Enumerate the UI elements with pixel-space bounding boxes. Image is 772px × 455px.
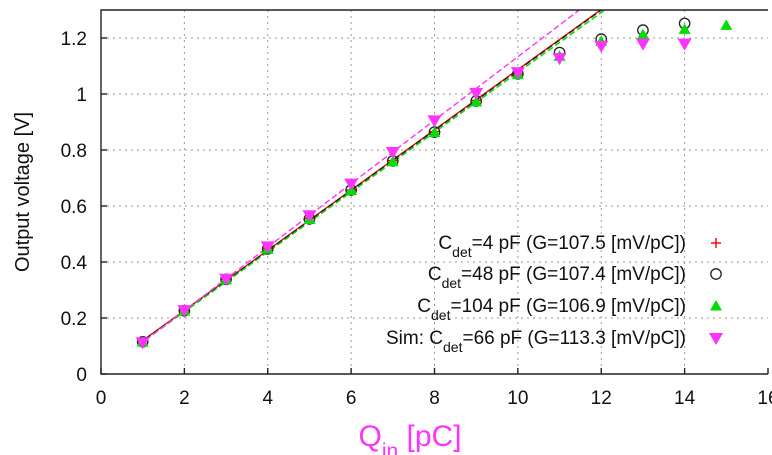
point-s104 <box>636 28 649 40</box>
legend-marker-sim <box>709 333 723 345</box>
plot-frame <box>100 9 768 375</box>
point-sim <box>469 87 484 100</box>
y-tick-label: 0.8 <box>61 141 87 162</box>
x-tick-label: 14 <box>674 388 696 409</box>
fit-line-s4 <box>138 10 602 345</box>
point-sim <box>427 115 442 128</box>
x-tick-label: 8 <box>429 388 440 409</box>
point-sim <box>135 337 150 350</box>
point-sim <box>385 146 400 159</box>
y-tick-label: 0.4 <box>61 253 88 274</box>
point-sim <box>219 273 234 286</box>
y-tick-label: 1 <box>76 85 87 106</box>
y-tick-label: 0.6 <box>61 197 87 218</box>
x-tick-label: 4 <box>262 388 273 409</box>
point-sim <box>552 53 567 66</box>
x-tick-label: 0 <box>96 388 107 409</box>
y-tick-label: 0 <box>76 365 87 386</box>
x-axis-label: Qin [pC] <box>358 420 461 455</box>
fit-line-sim <box>138 10 581 347</box>
point-sim <box>344 178 359 191</box>
data-points <box>135 17 733 350</box>
x-tick-label: 10 <box>507 388 528 409</box>
point-sim <box>677 38 692 51</box>
legend-entry-s48: Cdet=48 pF (G=107.4 [mV/pC]) <box>428 264 686 291</box>
y-axis-label: Output voltage [V] <box>12 112 34 272</box>
point-s104 <box>470 95 483 107</box>
fit-line-s48 <box>138 10 603 345</box>
x-tick-label: 6 <box>346 388 357 409</box>
legend: Cdet=4 pF (G=107.5 [mV/pC]) Cdet=48 pF (G… <box>386 233 723 355</box>
x-tick-label: 12 <box>591 388 612 409</box>
point-sim <box>302 210 317 223</box>
legend-entry-s104: Cdet=104 pF (G=106.9 [mV/pC]) <box>417 296 686 323</box>
legend-marker-s4 <box>711 238 721 248</box>
point-sim <box>594 40 609 53</box>
point-sim <box>510 67 525 80</box>
point-sim <box>177 305 192 318</box>
y-tick-label: 0.2 <box>61 309 87 330</box>
fit-line-s104 <box>138 10 607 346</box>
point-sim <box>635 38 650 51</box>
fit-lines <box>138 10 607 347</box>
legend-marker-s48 <box>710 268 722 280</box>
axes <box>100 9 769 375</box>
x-tick-label: 16 <box>757 388 772 409</box>
x-tick-label: 2 <box>179 388 190 409</box>
legend-entry-s4: Cdet=4 pF (G=107.5 [mV/pC]) <box>438 233 686 260</box>
legend-entry-sim: Sim: Cdet=66 pF (G=113.3 [mV/pC]) <box>386 328 686 355</box>
point-s104 <box>428 126 441 138</box>
y-tick-label: 1.2 <box>61 29 87 50</box>
point-s104 <box>720 19 733 30</box>
point-sim <box>260 241 275 254</box>
legend-marker-s104 <box>710 300 722 311</box>
point-s104 <box>386 155 399 167</box>
point-s104 <box>678 23 691 34</box>
tick-labels: 0 2 4 6 8 10 12 14 16 0 0.2 0.4 0.6 0.8 1 1.2 <box>61 29 772 409</box>
